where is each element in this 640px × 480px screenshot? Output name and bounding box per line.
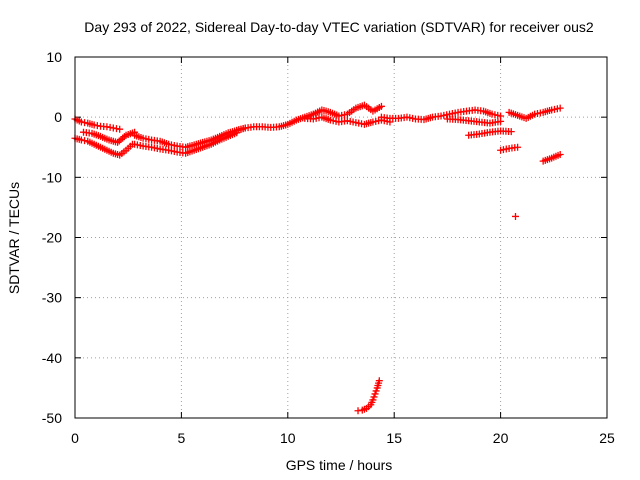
y-tick-label: -30: [42, 290, 62, 306]
series-track-afternoon-lower: [443, 115, 505, 127]
x-tick-label: 5: [178, 430, 186, 446]
grid-lines: [75, 57, 607, 418]
data-point-fill: [372, 387, 380, 395]
x-tick-label: 25: [599, 430, 615, 446]
data-point: [375, 377, 383, 385]
series-outlier: [511, 212, 519, 220]
plot-frame: [74, 56, 608, 419]
y-tick-label: -40: [42, 350, 62, 366]
series-track-end: [539, 150, 564, 165]
y-tick-label: -10: [42, 169, 62, 185]
data-point: [511, 212, 519, 220]
series-track-late-dip: [465, 127, 515, 139]
data-points: [71, 101, 564, 415]
data-point: [369, 396, 377, 404]
data-point: [556, 104, 564, 112]
series-track-early-upper: [71, 115, 124, 133]
data-point: [556, 150, 564, 158]
x-tick-label: 20: [493, 430, 509, 446]
data-point-fill: [370, 393, 378, 401]
x-tick-label: 0: [71, 430, 79, 446]
data-point: [507, 128, 515, 136]
data-point: [514, 143, 522, 151]
x-tick-label: 15: [386, 430, 402, 446]
series-track-forenoon: [233, 101, 385, 134]
x-tick-labels: 0 5 10 15 20 25: [71, 430, 615, 446]
series-track-afternoon: [377, 106, 505, 124]
series-track-early-lower: [71, 134, 136, 159]
series-track-late-upper: [505, 104, 564, 122]
chart-title: Day 293 of 2022, Sidereal Day-to-day VTE…: [84, 19, 594, 35]
y-tick-label: 10: [46, 49, 62, 65]
y-tick-label: 0: [54, 109, 62, 125]
x-axis-label: GPS time / hours: [286, 457, 393, 473]
data-point: [377, 102, 385, 110]
series-track-late-short: [497, 143, 522, 154]
y-axis-label: SDTVAR / TECUs: [6, 182, 22, 294]
series-track-morning-b: [131, 129, 241, 157]
series-track-early-mid: [80, 128, 139, 146]
x-tick-label: 10: [280, 430, 296, 446]
series-track-midday-lower: [301, 113, 394, 128]
y-tick-label: -50: [42, 410, 62, 426]
data-point: [116, 125, 124, 133]
series-track-drop: [354, 377, 383, 415]
y-tick-label: -20: [42, 230, 62, 246]
data-point: [371, 390, 379, 398]
y-tick-labels: 10 0 -10 -20 -30 -40 -50: [42, 49, 62, 426]
data-point: [497, 117, 505, 125]
